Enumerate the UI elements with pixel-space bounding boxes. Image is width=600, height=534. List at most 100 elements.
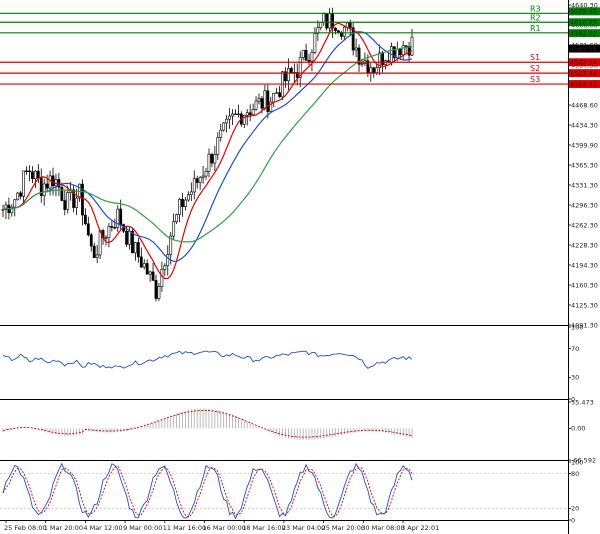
candle-body [304, 49, 308, 61]
candle-body [319, 22, 323, 28]
price-tick-label: 4262.30 [571, 221, 598, 229]
candle-body [145, 263, 149, 275]
candle-body [216, 137, 220, 155]
candle-body [410, 36, 414, 56]
candle-body [313, 33, 317, 53]
axis-value-box [569, 44, 600, 53]
price-tick-label: 4091.30 [571, 321, 598, 329]
candle-body [357, 47, 361, 65]
osc2-signal-line [2, 409, 413, 438]
candle-body [63, 200, 67, 210]
axis-value-label: 4542.14 [570, 59, 597, 67]
candle-body [204, 171, 208, 177]
candle-body [142, 263, 146, 268]
axis-value-box [569, 80, 600, 89]
candle-body [113, 227, 117, 229]
candle-body [119, 208, 123, 225]
candle-body [19, 192, 23, 197]
time-tick-label: 3 Apr 22:01 [401, 524, 439, 532]
candle-body [257, 98, 261, 102]
candle-body [325, 13, 329, 29]
candle-body [95, 254, 99, 259]
candle-body [236, 113, 240, 116]
candle-body [139, 256, 143, 268]
time-tick-label: 25 Feb 08:00 [4, 524, 47, 532]
candle-body [381, 52, 384, 65]
candle-body [342, 26, 346, 37]
candle-body [407, 46, 411, 56]
candle-body [83, 214, 87, 225]
candle-body [13, 199, 17, 208]
candle-body [31, 171, 34, 179]
axis-value-box [569, 18, 600, 27]
candle-body [33, 170, 37, 179]
oscillator-panel-2: 55.473 0.00 -66.592 [2, 398, 596, 464]
oscillator-panel-3: 100 80 20 0 [0, 458, 583, 524]
candle-body [181, 198, 184, 207]
candle-body [184, 199, 187, 207]
osc1-line [2, 350, 413, 369]
price-tick-label: 4331.30 [571, 181, 598, 189]
candle-body [163, 265, 167, 270]
candle-body [107, 226, 111, 239]
candle-body [245, 112, 249, 116]
candle-body [148, 271, 152, 275]
candle-body [207, 153, 211, 172]
candles [1, 7, 414, 302]
candle-body [254, 100, 258, 110]
candle-body [392, 46, 396, 59]
candle-body [395, 48, 399, 59]
axis-value-label: 4523.44 [570, 69, 597, 77]
candle-body [195, 178, 199, 183]
time-tick-label: 25 Mar 20:00 [322, 524, 365, 532]
candle-body [66, 192, 70, 210]
price-tick-label: 4434.30 [571, 121, 598, 129]
time-tick-label: 1 Mar 20:00 [44, 524, 83, 532]
candle-body [136, 242, 140, 258]
level-label-r1: R1 [530, 24, 541, 33]
candle-body [75, 197, 78, 208]
candle-body [4, 204, 8, 210]
candle-body [48, 175, 52, 189]
candle-body [198, 177, 202, 183]
candle-body [154, 280, 158, 299]
axis-value-box [569, 29, 600, 38]
candle-body [86, 223, 90, 236]
candle-body [372, 67, 376, 73]
osc3-tick-label: 80 [571, 470, 579, 478]
price-tick-label: 4228.30 [571, 241, 598, 249]
candle-body [354, 47, 358, 51]
osc3-tick-label: 20 [571, 505, 579, 513]
level-label-s2: S2 [530, 64, 540, 73]
candle-body [39, 177, 43, 196]
time-tick-label: 4 Mar 12:00 [83, 524, 122, 532]
candle-body [231, 113, 234, 117]
candle-body [275, 92, 279, 94]
candle-body [272, 92, 276, 103]
candle-body [360, 63, 364, 65]
candle-body [36, 170, 40, 179]
candle-body [401, 45, 405, 56]
candle-body [210, 153, 214, 164]
candle-body [16, 192, 20, 201]
candle-body [234, 113, 237, 116]
candle-body [251, 108, 255, 116]
candle-body [225, 118, 229, 124]
candle-body [248, 112, 252, 116]
osc2-tick-label: 55.473 [571, 398, 594, 406]
candle-body [1, 209, 5, 211]
candle-body [263, 90, 267, 109]
candle-body [169, 235, 173, 255]
candle-body [307, 59, 311, 62]
osc1-tick-label: 0 [571, 395, 575, 403]
time-tick-label: 16 Mar 00:00 [203, 524, 246, 532]
axis-value-label: 4610.73 [570, 19, 597, 27]
oscillator-panel-1: 100 70 30 0 [2, 323, 583, 403]
candle-body [310, 52, 314, 62]
axis-value-box [569, 69, 600, 78]
candle-body [125, 230, 128, 245]
mid-ma-line [2, 31, 413, 262]
